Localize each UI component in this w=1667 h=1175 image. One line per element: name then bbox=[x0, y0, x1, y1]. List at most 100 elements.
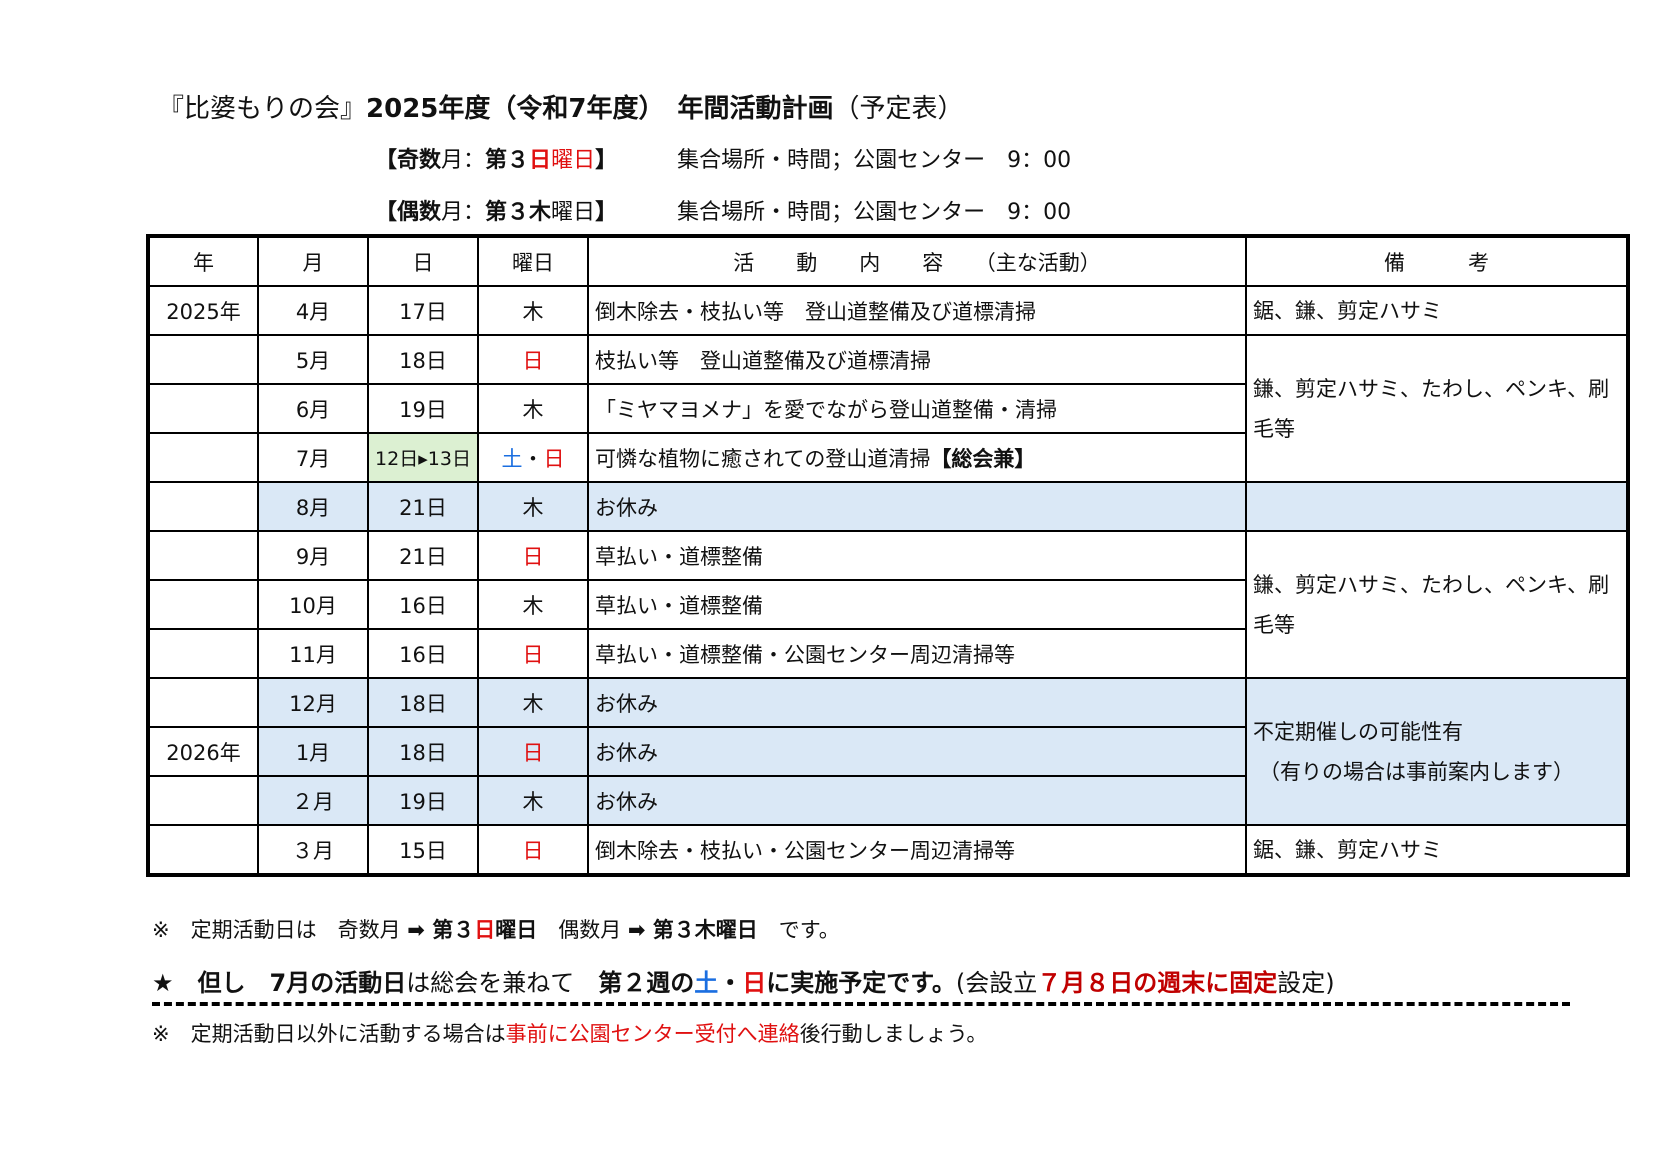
table-row: 6月 19日 木 「ミヤマヨメナ」を愛でながら登山道整備・清掃 bbox=[147, 383, 1628, 434]
activity-cell: お休み bbox=[587, 726, 1247, 777]
month-cell: 11月 bbox=[257, 628, 369, 679]
activity-cell: 「ミヤマヨメナ」を愛でながら登山道整備・清掃 bbox=[587, 383, 1247, 434]
activity-cell: 可憐な植物に癒されての登山道清掃【総会兼】 bbox=[587, 432, 1247, 483]
table-row: ３月 15日 日 倒木除去・枝払い・公園センター周辺清掃等 鋸、鎌、剪定ハサミ bbox=[147, 824, 1629, 876]
year-cell bbox=[147, 334, 259, 385]
table-row: 2026年 1月 18日 日 お休み bbox=[147, 726, 1628, 777]
remark-text: 鎌、剪定ハサミ、たわし、ペンキ、刷毛等 bbox=[1253, 572, 1610, 637]
activity-text: 倒木除去・枝払い等 登山道整備及び道標清掃 bbox=[595, 299, 1036, 324]
remark-subtext: （有りの場合は事前案内します） bbox=[1259, 759, 1574, 784]
text-segment: 】 bbox=[595, 200, 618, 225]
day-cell: 18日 bbox=[367, 726, 479, 777]
year-cell bbox=[147, 775, 259, 826]
weekday-part: 木 bbox=[522, 397, 544, 422]
text-segment: 後行動しましょう。 bbox=[799, 1022, 988, 1046]
table-header: 年月日曜日活 動 内 容 （主な活動）備 考 bbox=[147, 235, 1629, 287]
column-header: 月 bbox=[257, 235, 369, 287]
meeting-place-time: 集合場所・時間；公園センター 9：00 bbox=[677, 148, 1072, 173]
month-cell: 4月 bbox=[257, 285, 369, 336]
text-segment: 月： bbox=[441, 148, 486, 173]
activity-text: 草払い・道標整備 bbox=[595, 593, 763, 618]
note-regular-days: ※ 定期活動日は 奇数月 ➡ 第３日曜日 偶数月 ➡ 第３木曜日 です。 bbox=[152, 914, 840, 944]
remark-text: 鋸、鎌、剪定ハサミ bbox=[1253, 298, 1442, 323]
text-segment: です。 bbox=[757, 918, 840, 942]
remark-cell: 鎌、剪定ハサミ、たわし、ペンキ、刷毛等 bbox=[1245, 334, 1629, 483]
day-cell: 19日 bbox=[367, 383, 479, 434]
weekday-cell: 日 bbox=[477, 530, 589, 581]
dashed-divider bbox=[152, 1002, 1570, 1006]
text-segment: (会設立 bbox=[955, 969, 1038, 997]
remark-text: 不定期催しの可能性有 bbox=[1253, 719, 1463, 744]
column-header: 曜日 bbox=[477, 235, 589, 287]
remark-cell: 鋸、鎌、剪定ハサミ bbox=[1245, 285, 1629, 336]
text-segment: ★ 但し 7月の活動日 bbox=[152, 969, 407, 997]
year-cell bbox=[147, 824, 259, 876]
text-segment: 日 bbox=[742, 969, 767, 997]
weekday-part: 木 bbox=[522, 299, 544, 324]
activity-text: お休み bbox=[595, 691, 658, 716]
weekday-part: ・ bbox=[522, 446, 544, 471]
column-header: 活 動 内 容 （主な活動） bbox=[587, 235, 1247, 287]
weekday-cell: 木 bbox=[477, 775, 589, 826]
text-segment: 年間活動計画 bbox=[651, 94, 834, 124]
month-cell: 6月 bbox=[257, 383, 369, 434]
note-july: ★ 但し 7月の活動日は総会を兼ねて 第２週の土・日に実施予定です。(会設立７月… bbox=[152, 963, 1335, 998]
weekday-cell: 日 bbox=[477, 334, 589, 385]
text-segment: 【偶数 bbox=[375, 200, 442, 225]
weekday-part: 日 bbox=[543, 446, 565, 471]
month-cell: 5月 bbox=[257, 334, 369, 385]
remark-text: 鋸、鎌、剪定ハサミ bbox=[1253, 837, 1442, 862]
day-cell: 19日 bbox=[367, 775, 479, 826]
activity-cell: お休み bbox=[587, 481, 1247, 532]
meeting-place-time: 集合場所・時間；公園センター 9：00 bbox=[677, 200, 1072, 225]
page-title: 『比婆もりの会』2025年度（令和7年度） 年間活動計画（予定表） bbox=[158, 88, 964, 125]
year-cell bbox=[147, 579, 259, 630]
text-segment: 曜日 bbox=[495, 918, 538, 942]
weekday-cell: 木 bbox=[477, 481, 589, 532]
text-segment: 日 bbox=[529, 148, 552, 173]
activity-text: 倒木除去・枝払い・公園センター周辺清掃等 bbox=[595, 838, 1015, 863]
weekday-cell: 日 bbox=[477, 824, 589, 876]
activity-text: 可憐な植物に癒されての登山道清掃 bbox=[595, 446, 931, 471]
weekday-cell: 日 bbox=[477, 628, 589, 679]
table-row: ２月 19日 木 お休み bbox=[147, 775, 1628, 826]
text-segment: ※ 定期活動日以外に活動する場合は bbox=[152, 1022, 506, 1046]
table-row: 7月 12日▸13日 土・日 可憐な植物に癒されての登山道清掃【総会兼】 bbox=[147, 432, 1628, 483]
weekday-cell: 日 bbox=[477, 726, 589, 777]
text-segment: 曜日 bbox=[551, 148, 596, 173]
text-segment: 月： bbox=[441, 200, 486, 225]
month-cell: 9月 bbox=[257, 530, 369, 581]
year-cell bbox=[147, 481, 259, 532]
weekday-part: 木 bbox=[522, 691, 544, 716]
day-cell: 21日 bbox=[367, 481, 479, 532]
month-cell: 12月 bbox=[257, 677, 369, 728]
table-row: 12月 18日木お休み 不定期催しの可能性有 （有りの場合は事前案内します） bbox=[147, 677, 1629, 826]
month-cell: 1月 bbox=[257, 726, 369, 777]
note-contact: ※ 定期活動日以外に活動する場合は事前に公園センター受付へ連絡後行動しましょう。 bbox=[152, 1018, 987, 1048]
weekday-part: 木 bbox=[522, 789, 544, 814]
column-header: 日 bbox=[367, 235, 479, 287]
day-cell: 18日 bbox=[367, 334, 479, 385]
day-cell: 17日 bbox=[367, 285, 479, 336]
text-segment: 事前に公園センター受付へ連絡 bbox=[505, 1022, 800, 1046]
weekday-cell: 木 bbox=[477, 285, 589, 336]
text-segment: 第３木 bbox=[485, 200, 552, 225]
year-cell bbox=[147, 628, 259, 679]
text-segment: 『比婆もりの会』 bbox=[158, 94, 367, 124]
activity-text: 草払い・道標整備・公園センター周辺清掃等 bbox=[595, 642, 1015, 667]
column-header: 年 bbox=[147, 235, 259, 287]
year-cell bbox=[147, 432, 259, 483]
text-segment: 曜日 bbox=[551, 200, 596, 225]
year-cell: 2026年 bbox=[147, 726, 259, 777]
day-cell: 16日 bbox=[367, 628, 479, 679]
month-cell: 10月 bbox=[257, 579, 369, 630]
even-month-schedule: 【偶数月：第３木曜日】 集合場所・時間；公園センター 9：00 bbox=[375, 194, 1071, 226]
text-segment: 】 bbox=[595, 148, 618, 173]
weekday-cell: 木 bbox=[477, 383, 589, 434]
table-row: 5月 18日日枝払い等 登山道整備及び道標清掃 鎌、剪定ハサミ、たわし、ペンキ、刷毛… bbox=[147, 334, 1629, 483]
text-segment: 土 bbox=[694, 969, 719, 997]
year-cell bbox=[147, 530, 259, 581]
weekday-part: 日 bbox=[522, 838, 544, 863]
text-segment: 第２週の bbox=[598, 969, 695, 997]
year-cell bbox=[147, 677, 259, 728]
